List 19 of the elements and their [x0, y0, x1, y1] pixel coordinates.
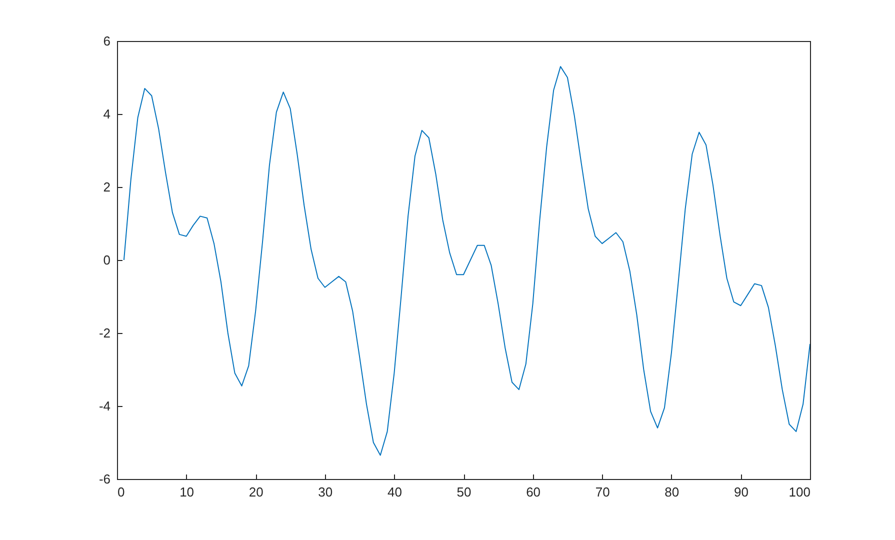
y-tick-label: 4: [103, 106, 110, 122]
y-tick-label: -6: [98, 472, 110, 486]
y-tick-label: 6: [103, 34, 110, 48]
x-tick-label: 30: [318, 484, 333, 500]
x-tick-label: 80: [664, 484, 680, 500]
x-tick-label: 100: [788, 484, 810, 500]
x-tick-label: 60: [526, 484, 541, 500]
y-tick-label: -2: [98, 326, 110, 340]
y-tick-label: 2: [103, 180, 110, 194]
y-tick-label: -4: [98, 398, 110, 414]
x-tick-label: 50: [456, 484, 472, 500]
y-tick-label: 0: [103, 252, 110, 268]
line-series: [123, 66, 810, 456]
x-tick-label: 40: [387, 484, 402, 500]
x-tick-label: 20: [248, 484, 264, 500]
x-tick-label: 70: [595, 484, 610, 500]
x-tick-label: 0: [118, 484, 125, 500]
x-tick-label: 90: [734, 484, 748, 500]
x-tick-label: 10: [180, 484, 194, 500]
